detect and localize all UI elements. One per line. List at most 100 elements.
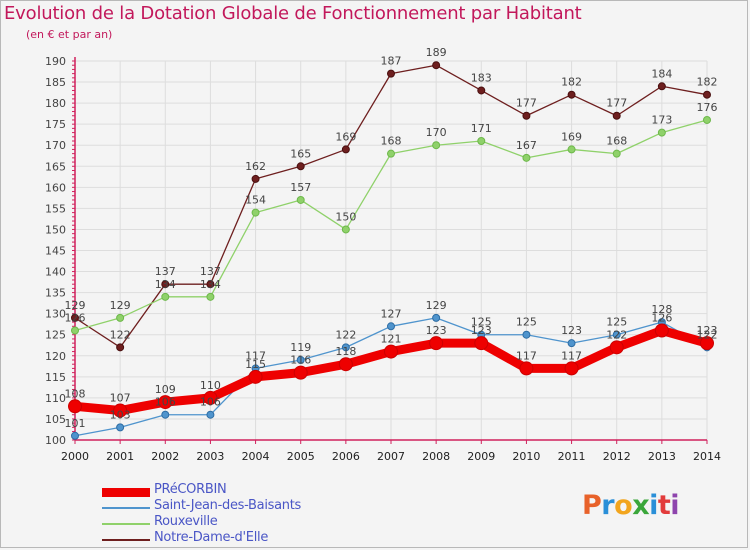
data-point-rouxeville [432, 141, 441, 150]
data-point-rouxeville [116, 313, 125, 322]
chart-subtitle: (en € et par an) [26, 28, 113, 41]
data-label-rouxeville: 170 [426, 126, 447, 139]
legend-swatch [102, 523, 150, 525]
data-label-notre-dame-d-elle: 183 [471, 71, 492, 84]
legend-swatch [102, 507, 150, 509]
legend-swatch [102, 539, 150, 541]
data-label-saint-jean-des-baisants: 125 [471, 316, 492, 329]
x-tick-label: 2011 [558, 450, 586, 463]
data-label-notre-dame-d-elle: 169 [335, 130, 356, 143]
data-label-saint-jean-des-baisants: 129 [426, 299, 447, 312]
logo-letter: t [657, 490, 671, 521]
data-label-saint-jean-des-baisants: 106 [200, 396, 221, 409]
y-tick-label: 130 [45, 308, 66, 321]
data-label-pr-corbin: 126 [651, 312, 672, 325]
data-point-pr-corbin [338, 357, 353, 372]
data-label-notre-dame-d-elle: 187 [381, 55, 402, 68]
data-label-notre-dame-d-elle: 182 [561, 76, 582, 89]
y-tick-label: 150 [45, 223, 66, 236]
data-label-rouxeville: 169 [561, 130, 582, 143]
data-point-rouxeville [703, 115, 711, 124]
data-point-saint-jean-des-baisants [567, 339, 576, 348]
data-point-pr-corbin [203, 390, 218, 405]
data-point-rouxeville [71, 326, 79, 335]
data-label-saint-jean-des-baisants: 117 [245, 349, 266, 362]
y-tick-label: 115 [45, 371, 66, 384]
data-label-pr-corbin: 121 [381, 333, 402, 346]
y-tick-label: 140 [45, 266, 66, 279]
x-tick-label: 2014 [693, 450, 721, 463]
data-point-pr-corbin [609, 340, 624, 355]
data-label-notre-dame-d-elle: 177 [516, 97, 537, 110]
data-label-rouxeville: 126 [65, 312, 86, 325]
data-label-pr-corbin: 117 [561, 349, 582, 362]
data-label-notre-dame-d-elle: 189 [426, 46, 447, 59]
data-point-pr-corbin [474, 336, 489, 351]
data-label-pr-corbin: 107 [110, 392, 131, 405]
data-label-pr-corbin: 118 [335, 345, 356, 358]
y-tick-label: 120 [45, 350, 66, 363]
data-label-rouxeville: 171 [471, 122, 492, 135]
data-label-notre-dame-d-elle: 129 [65, 299, 86, 312]
data-point-notre-dame-d-elle [522, 111, 531, 120]
data-label-notre-dame-d-elle: 184 [651, 67, 672, 80]
data-point-rouxeville [387, 149, 395, 158]
data-label-notre-dame-d-elle: 177 [606, 97, 627, 110]
data-label-saint-jean-des-baisants: 122 [335, 328, 356, 341]
y-tick-label: 100 [45, 434, 66, 447]
data-point-notre-dame-d-elle [477, 86, 486, 95]
logo-letter: o [614, 490, 633, 521]
y-tick-label: 135 [45, 287, 66, 300]
data-label-saint-jean-des-baisants: 106 [155, 396, 176, 409]
y-tick-label: 110 [45, 392, 66, 405]
data-point-pr-corbin [429, 336, 444, 351]
data-label-rouxeville: 173 [651, 114, 672, 127]
x-tick-label: 2005 [287, 450, 315, 463]
x-tick-label: 2000 [61, 450, 89, 463]
data-label-saint-jean-des-baisants: 101 [65, 417, 86, 430]
logo-letter: i [649, 490, 658, 521]
data-point-saint-jean-des-baisants [432, 313, 441, 322]
data-label-saint-jean-des-baisants: 125 [606, 316, 627, 329]
chart-title: Evolution de la Dotation Globale de Fonc… [4, 3, 582, 24]
data-label-notre-dame-d-elle: 137 [155, 265, 176, 278]
data-label-pr-corbin: 115 [245, 358, 266, 371]
data-label-notre-dame-d-elle: 165 [290, 147, 311, 160]
data-point-notre-dame-d-elle [567, 90, 576, 99]
data-point-rouxeville [161, 292, 170, 301]
y-tick-label: 180 [45, 97, 66, 110]
data-label-saint-jean-des-baisants: 128 [651, 303, 672, 316]
data-label-rouxeville: 154 [245, 194, 266, 207]
data-point-rouxeville [567, 145, 576, 154]
logo-letter: i [670, 490, 680, 521]
data-point-rouxeville [296, 195, 305, 204]
data-point-pr-corbin [113, 403, 128, 418]
data-point-pr-corbin [248, 369, 263, 384]
data-point-saint-jean-des-baisants [612, 330, 621, 339]
data-label-rouxeville: 129 [110, 299, 131, 312]
data-point-saint-jean-des-baisants [341, 343, 350, 352]
data-label-pr-corbin: 123 [697, 324, 718, 337]
data-point-notre-dame-d-elle [657, 82, 666, 91]
y-tick-label: 165 [45, 160, 66, 173]
x-tick-label: 2012 [603, 450, 631, 463]
data-label-saint-jean-des-baisants: 127 [381, 307, 402, 320]
data-label-pr-corbin: 123 [471, 324, 492, 337]
data-label-notre-dame-d-elle: 137 [200, 265, 221, 278]
data-label-rouxeville: 176 [697, 101, 718, 114]
y-tick-label: 190 [45, 55, 66, 68]
logo-letter: x [632, 490, 650, 521]
data-point-rouxeville [612, 149, 621, 158]
data-label-saint-jean-des-baisants: 103 [110, 408, 131, 421]
data-label-rouxeville: 134 [200, 278, 221, 291]
data-label-saint-jean-des-baisants: 123 [561, 324, 582, 337]
x-tick-label: 2008 [422, 450, 450, 463]
data-point-notre-dame-d-elle [432, 61, 441, 70]
data-point-notre-dame-d-elle [296, 162, 305, 171]
data-label-pr-corbin: 122 [606, 328, 627, 341]
data-point-notre-dame-d-elle [387, 69, 395, 78]
legend-label: Rouxeville [154, 514, 218, 529]
data-point-saint-jean-des-baisants [71, 431, 79, 440]
y-tick-label: 145 [45, 245, 66, 258]
